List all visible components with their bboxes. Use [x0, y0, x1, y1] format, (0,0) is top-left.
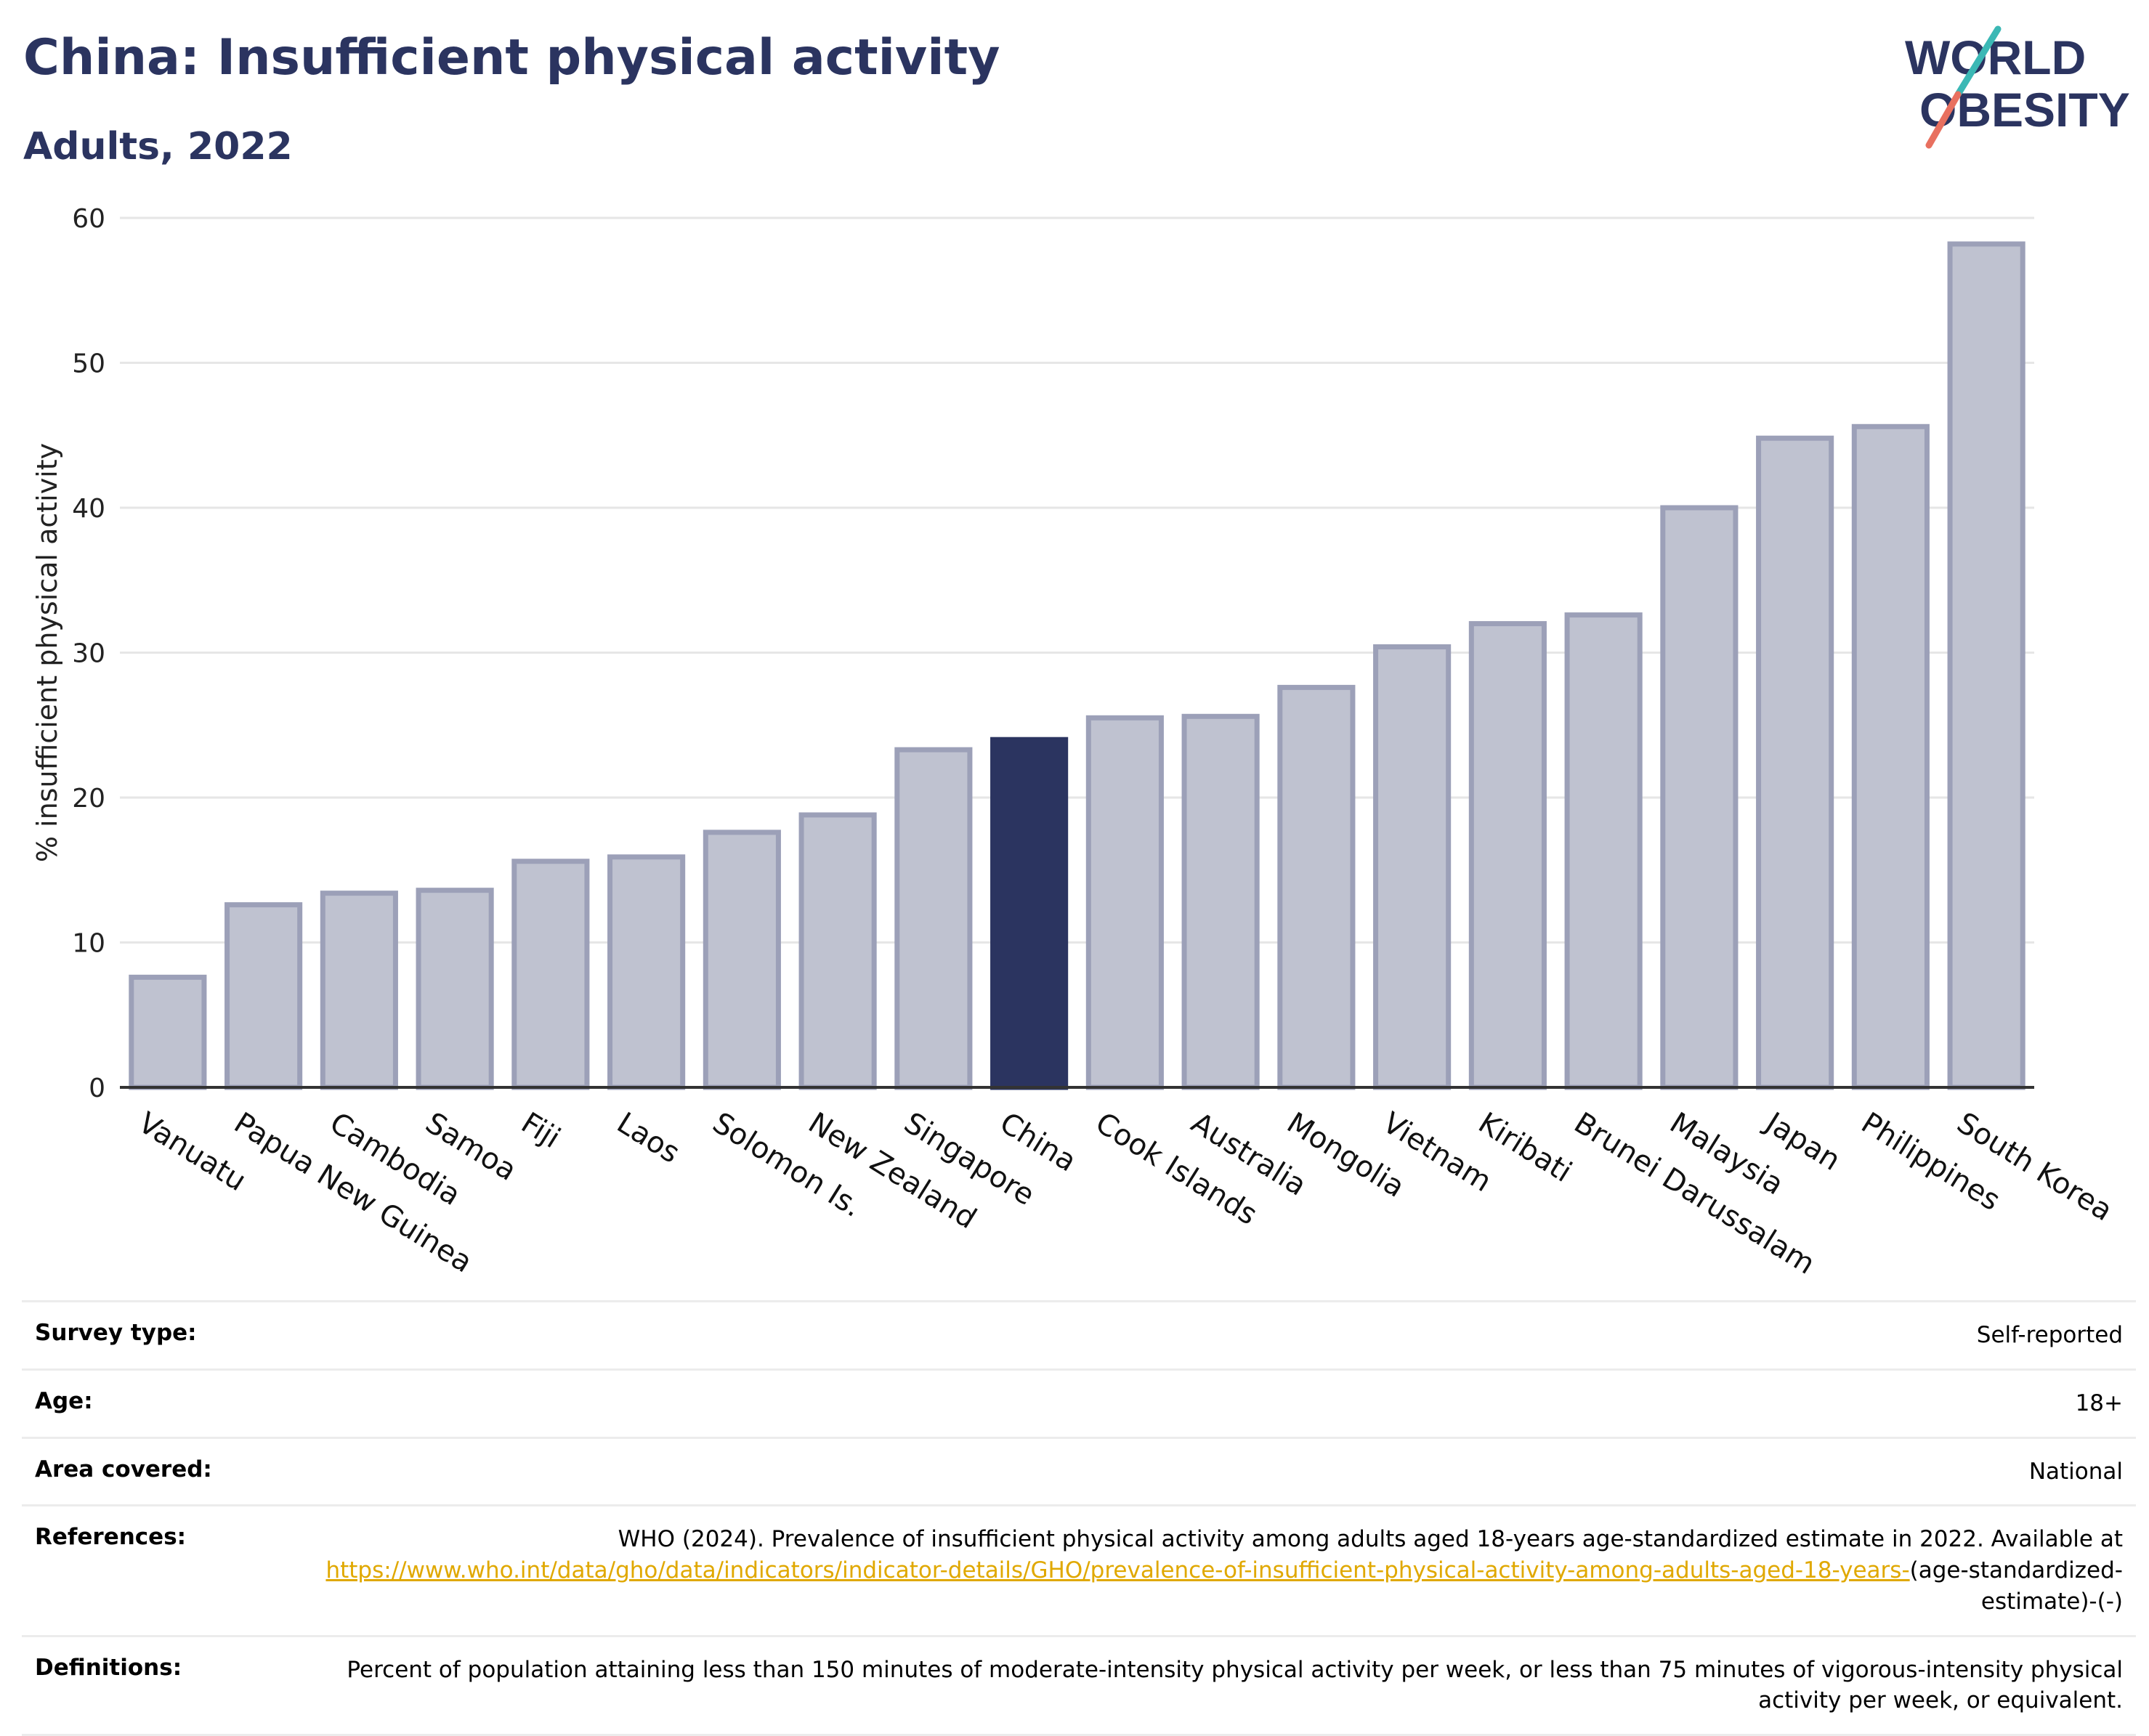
x-tick-label: Laos: [611, 1106, 685, 1170]
reference-suffix: (age-standardized-estimate)-(-): [1909, 1557, 2123, 1615]
x-tick-label: Vanuatu: [132, 1106, 251, 1198]
bar-chart: 0 10 20 30 40 50 60 % insufficient physical act…: [31, 204, 2118, 1278]
y-tick-label: 30: [72, 639, 105, 669]
meta-label: Age:: [35, 1387, 93, 1414]
meta-row-survey-type: Survey type: Self-reported: [22, 1300, 2136, 1368]
bar-brunei-darussalam: [1564, 612, 1643, 1090]
y-tick-label: 40: [72, 494, 105, 524]
bar-mongolia: [1277, 684, 1356, 1090]
y-tick-label: 20: [72, 784, 105, 814]
bar-laos: [607, 854, 686, 1090]
bar-south-korea: [1947, 241, 2025, 1090]
meta-label: Definitions:: [35, 1654, 182, 1681]
bar-samoa: [416, 888, 494, 1090]
meta-value: 18+: [2075, 1390, 2123, 1416]
reference-link[interactable]: https://www.who.int/data/gho/data/indica…: [325, 1557, 1910, 1584]
y-axis-label: % insufficient physical activity: [31, 443, 63, 862]
reference-text: WHO (2024). Prevalence of insufficient p…: [618, 1526, 2123, 1553]
meta-value: National: [2028, 1458, 2123, 1485]
metadata-table: Survey type: Self-reported Age: 18+ Area…: [22, 1300, 2136, 1736]
meta-value-references: WHO (2024). Prevalence of insufficient p…: [307, 1524, 2123, 1617]
bar-malaysia: [1660, 505, 1739, 1090]
bar-fiji: [511, 859, 590, 1090]
bar-cook-islands: [1085, 715, 1164, 1090]
logo-slash-teal: [1954, 25, 2002, 98]
meta-label: References:: [35, 1524, 187, 1551]
bar-australia: [1181, 713, 1260, 1090]
y-tick-label: 60: [72, 204, 105, 234]
page-subtitle: Adults, 2022: [23, 125, 293, 169]
logo-slash-coral: [1925, 91, 1962, 149]
bar-papua-new-guinea: [224, 902, 303, 1090]
bar-singapore: [894, 747, 973, 1090]
y-tick-label: 50: [72, 349, 105, 379]
bar-new-zealand: [798, 812, 877, 1090]
y-tick-label: 10: [72, 929, 105, 959]
logo-text-obesity: OBESITY: [1919, 83, 2130, 137]
x-tick-label: Cook Islands: [1090, 1106, 1263, 1232]
meta-row-age: Age: 18+: [22, 1368, 2136, 1437]
world-obesity-logo: WORLD OBESITY: [1905, 25, 2130, 149]
meta-row-definitions: Definitions: Percent of population attai…: [22, 1634, 2136, 1736]
meta-label: Area covered:: [35, 1456, 212, 1483]
bar-kiribati: [1468, 621, 1547, 1090]
y-tick-label: 0: [89, 1074, 105, 1103]
meta-value: Percent of population attaining less tha…: [347, 1656, 2123, 1714]
bar-japan: [1756, 435, 1834, 1090]
meta-label: Survey type:: [35, 1320, 197, 1346]
bar-china: [990, 737, 1069, 1090]
logo-text-world: WORLD: [1905, 31, 2086, 84]
bar-philippines: [1851, 423, 1930, 1090]
bar-cambodia: [320, 891, 398, 1090]
bar-vietnam: [1373, 644, 1452, 1090]
bar-vanuatu: [129, 974, 207, 1090]
meta-row-references: References: WHO (2024). Prevalence of in…: [22, 1504, 2136, 1634]
page-title: China: Insufficient physical activity: [23, 29, 1000, 86]
x-tick-label: Fiji: [515, 1106, 566, 1155]
bar-solomon-is: [703, 830, 781, 1090]
meta-value: Self-reported: [1976, 1322, 2123, 1348]
meta-row-area-covered: Area covered: National: [22, 1436, 2136, 1505]
